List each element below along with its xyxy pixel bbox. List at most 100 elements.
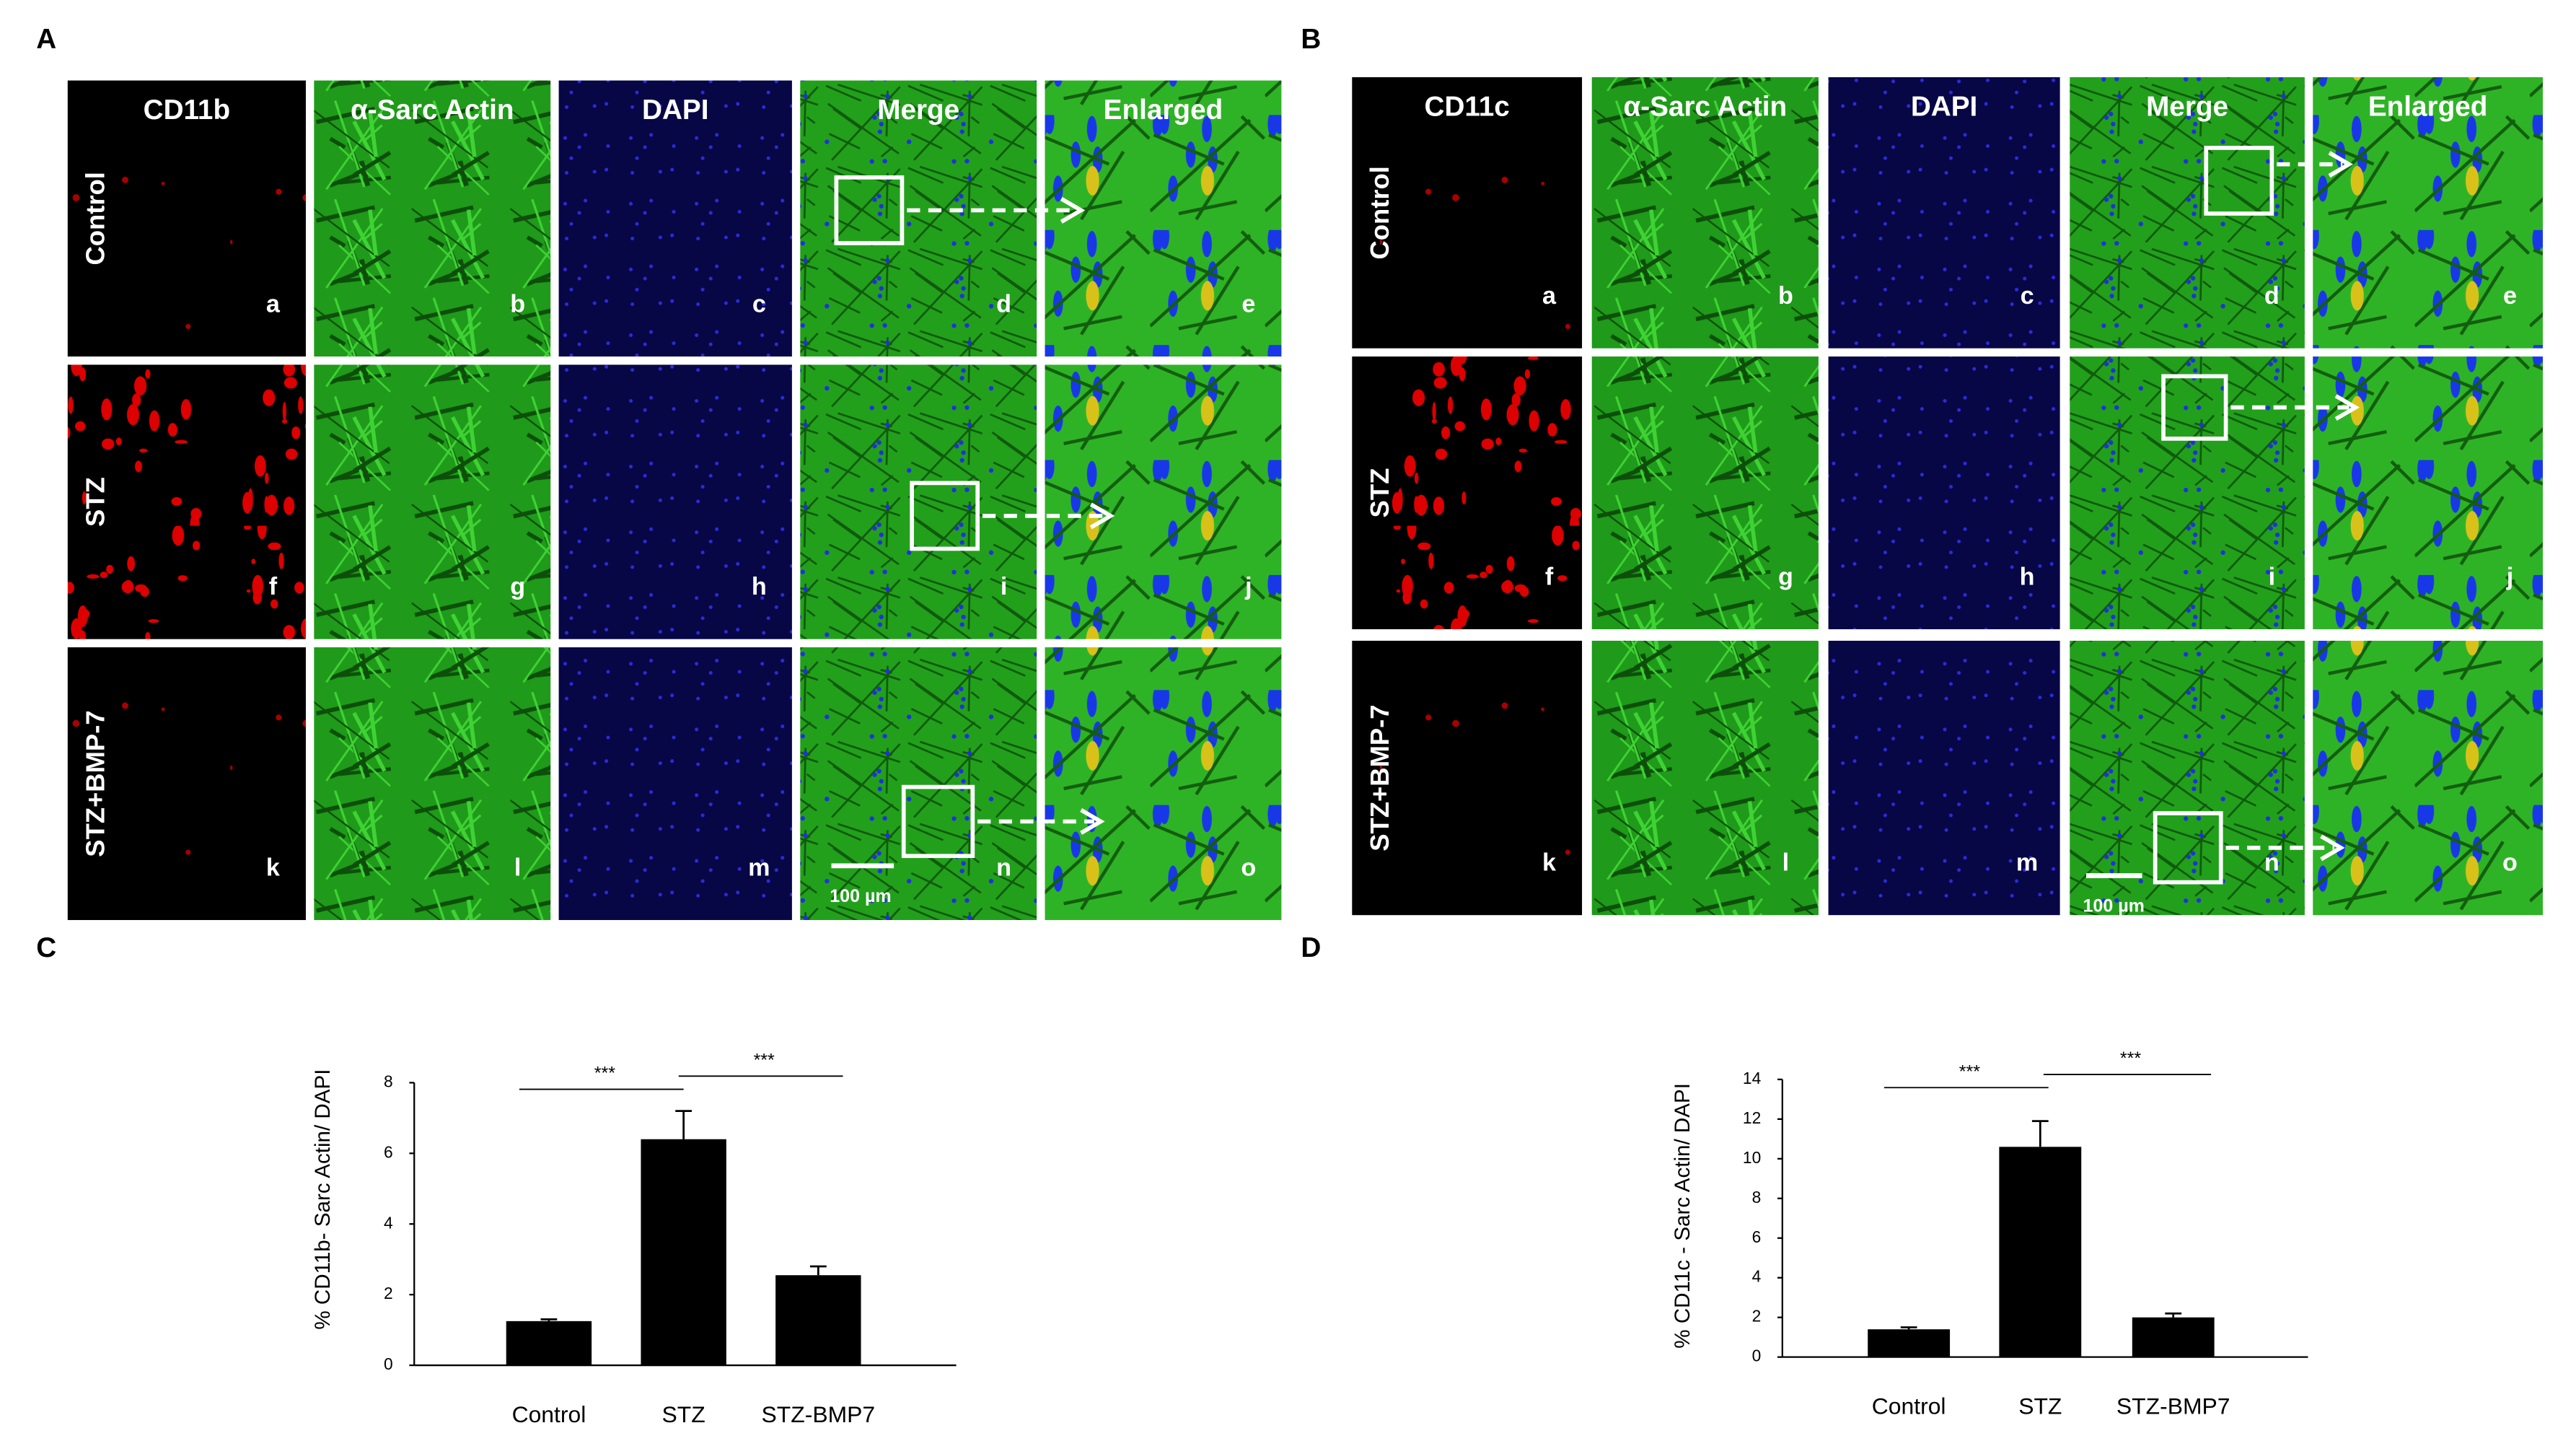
micrograph bbox=[558, 364, 792, 639]
row-label: Control bbox=[1365, 166, 1394, 259]
micrograph bbox=[1591, 640, 1819, 916]
micrograph bbox=[1591, 356, 1819, 630]
micrograph bbox=[800, 80, 1037, 357]
image-letter: j bbox=[1244, 573, 1252, 600]
image-letter: e bbox=[2503, 282, 2517, 310]
micrograph bbox=[67, 364, 306, 639]
column-header: Enlarged bbox=[2368, 91, 2488, 122]
row-label: Control bbox=[80, 172, 110, 265]
image-letter: h bbox=[2020, 563, 2035, 590]
zoom-box bbox=[2161, 374, 2228, 441]
y-tick-label: 0 bbox=[1752, 1346, 1762, 1365]
image-letter: o bbox=[2502, 849, 2518, 877]
arrow-head bbox=[2328, 151, 2353, 178]
micrograph bbox=[558, 647, 792, 921]
image-letter: m bbox=[748, 854, 770, 881]
image-letter: f bbox=[1545, 563, 1554, 590]
micrograph bbox=[67, 80, 306, 357]
micrograph bbox=[2313, 640, 2544, 916]
micrograph bbox=[1045, 364, 1282, 639]
bar bbox=[2132, 1317, 2215, 1357]
x-tick-label: STZ bbox=[662, 1401, 705, 1427]
y-tick-label: 6 bbox=[384, 1142, 393, 1161]
image-letter: d bbox=[2264, 282, 2280, 310]
image-letter: l bbox=[1782, 849, 1790, 877]
column-header: Merge bbox=[877, 95, 959, 126]
arrow-head bbox=[1060, 197, 1086, 224]
row-label: STZ+BMP-7 bbox=[1365, 704, 1394, 851]
micrograph bbox=[1828, 640, 2060, 916]
zoom-box bbox=[2153, 811, 2223, 885]
image-letter: j bbox=[2506, 563, 2514, 590]
column-header: Enlarged bbox=[1104, 95, 1223, 126]
row-label: STZ bbox=[1365, 468, 1394, 518]
image-letter: n bbox=[2264, 849, 2280, 877]
row-label: STZ bbox=[80, 477, 110, 527]
y-tick-label: 8 bbox=[384, 1072, 393, 1090]
zoom-box bbox=[910, 481, 980, 551]
column-header: α-Sarc Actin bbox=[1624, 91, 1788, 122]
arrow-head bbox=[2320, 834, 2345, 862]
micrograph bbox=[2070, 356, 2305, 630]
panel-label: C bbox=[36, 932, 56, 963]
micrograph bbox=[1828, 356, 2060, 630]
micrograph bbox=[2070, 640, 2305, 916]
column-header: Merge bbox=[2146, 91, 2228, 122]
image-letter: b bbox=[1778, 282, 1793, 310]
column-header: CD11c bbox=[1425, 91, 1510, 122]
x-tick-label: STZ bbox=[2018, 1393, 2062, 1419]
significance-label: *** bbox=[1959, 1061, 1980, 1082]
image-letter: a bbox=[266, 291, 281, 318]
significance-label: *** bbox=[2120, 1048, 2141, 1069]
micrograph bbox=[314, 364, 551, 639]
micrograph bbox=[67, 647, 306, 921]
image-letter: d bbox=[996, 291, 1011, 318]
y-tick-label: 8 bbox=[1752, 1188, 1762, 1206]
image-letter: c bbox=[2021, 282, 2034, 310]
micrograph bbox=[2313, 77, 2544, 349]
y-tick-label: 2 bbox=[1752, 1307, 1762, 1326]
x-tick-label: Control bbox=[1872, 1393, 1946, 1419]
image-letter: b bbox=[510, 291, 525, 318]
image-letter: n bbox=[996, 854, 1011, 881]
micrograph bbox=[1352, 640, 1583, 916]
y-tick-label: 2 bbox=[384, 1284, 393, 1302]
micrograph bbox=[558, 80, 792, 357]
micrograph bbox=[314, 80, 551, 357]
micrograph bbox=[2313, 356, 2544, 630]
arrow-head bbox=[2334, 394, 2360, 421]
image-letter: m bbox=[2016, 849, 2038, 877]
column-header: α-Sarc Actin bbox=[351, 95, 514, 126]
panel-label: A bbox=[36, 24, 56, 55]
micrograph bbox=[314, 647, 551, 921]
image-letter: l bbox=[514, 854, 522, 881]
y-axis-label: % CD11c - Sarc Actin/ DAPI bbox=[1671, 1083, 1694, 1349]
bar bbox=[641, 1139, 726, 1366]
image-letter: k bbox=[266, 854, 281, 881]
micrograph bbox=[800, 647, 1037, 921]
significance-label: *** bbox=[594, 1064, 615, 1084]
column-header: DAPI bbox=[642, 95, 708, 126]
y-axis-label: % CD11b- Sarc Actin/ DAPI bbox=[311, 1069, 335, 1330]
image-letter: i bbox=[2269, 563, 2276, 590]
micrograph bbox=[1045, 80, 1282, 357]
x-tick-label: STZ-BMP7 bbox=[762, 1401, 876, 1427]
bar bbox=[506, 1321, 592, 1366]
panel-label: B bbox=[1301, 24, 1321, 55]
zoom-box bbox=[2204, 146, 2274, 216]
image-letter: g bbox=[1778, 563, 1793, 590]
micrograph bbox=[800, 364, 1037, 639]
image-letter: h bbox=[752, 573, 767, 600]
y-tick-label: 10 bbox=[1743, 1148, 1761, 1167]
row-label: STZ+BMP-7 bbox=[80, 710, 110, 857]
zoom-box bbox=[834, 175, 905, 245]
x-tick-label: STZ-BMP7 bbox=[2116, 1393, 2230, 1419]
image-letter: i bbox=[1001, 573, 1008, 600]
y-tick-label: 6 bbox=[1752, 1227, 1762, 1246]
image-letter: k bbox=[1542, 849, 1557, 877]
image-letter: c bbox=[752, 291, 766, 318]
micrograph bbox=[1591, 77, 1819, 349]
y-tick-label: 12 bbox=[1743, 1108, 1761, 1127]
bar bbox=[1999, 1147, 2082, 1357]
image-letter: e bbox=[1241, 291, 1255, 318]
